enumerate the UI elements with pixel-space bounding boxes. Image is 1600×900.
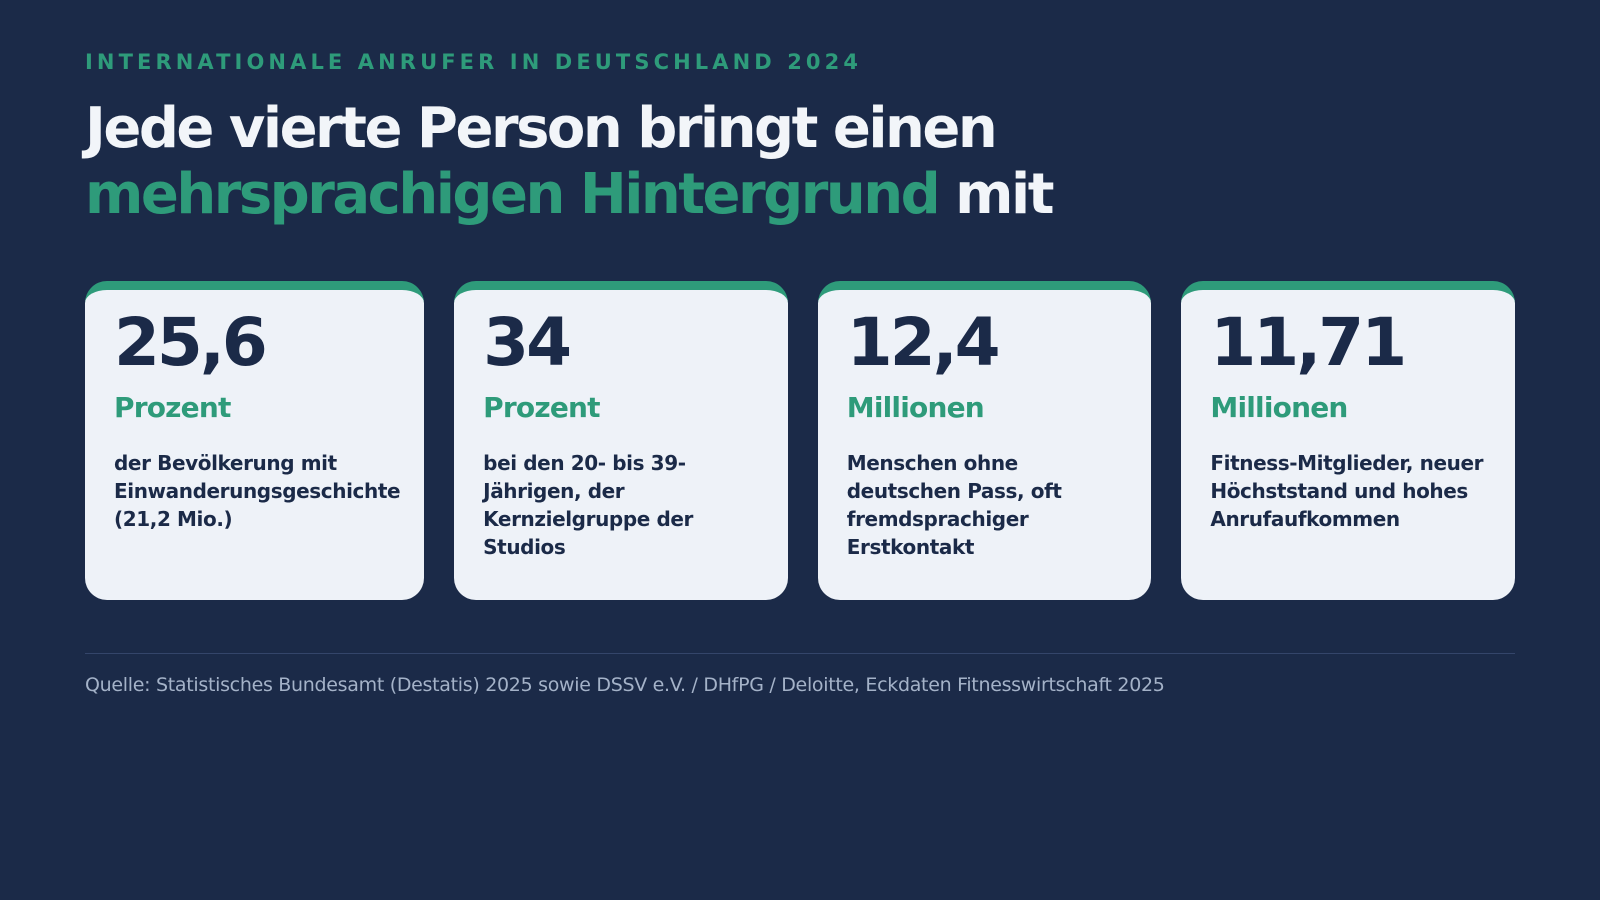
stat-description: Fitness-Mitglieder, neuer Höchststand un… [1210, 451, 1484, 531]
divider [85, 653, 1515, 654]
stat-card-fitness-members: 11,71 Millionen Fitness-Mitglieder, neue… [1181, 281, 1515, 600]
headline-accent: mehrsprachigen Hintergrund [85, 162, 941, 227]
stat-number: 25,6 [114, 304, 268, 381]
eyebrow-label: INTERNATIONALE ANRUFER IN DEUTSCHLAND 20… [85, 50, 863, 74]
stat-unit: Millionen [846, 391, 985, 424]
headline-line-2: mehrsprachigen Hintergrund mit [85, 162, 1525, 228]
stat-cards: 25,6 Prozent der Bevölkerung mit Einwand… [85, 281, 1515, 600]
stat-unit: Millionen [1210, 391, 1348, 424]
headline-line-2-rest: mit [938, 162, 1054, 227]
stat-unit: Prozent [114, 391, 231, 424]
source-note: Quelle: Statistisches Bundesamt (Destati… [85, 674, 1165, 696]
stat-card-population-share: 25,6 Prozent der Bevölkerung mit Einwand… [85, 281, 425, 600]
stat-unit: Prozent [483, 391, 600, 424]
stat-number: 34 [483, 304, 572, 381]
stat-number: 12,4 [846, 304, 1001, 381]
stat-card-no-german-passport: 12,4 Millionen Menschen ohne deutschen P… [817, 281, 1152, 600]
stat-description: Menschen ohne deutschen Pass, oft fremds… [846, 451, 1062, 559]
stat-number: 11,71 [1210, 304, 1407, 381]
stat-description: der Bevölkerung mit Einwanderungsgeschic… [114, 451, 401, 531]
headline-line-1: Jede vierte Person bringt einen [85, 96, 998, 161]
stat-card-age-group-share: 34 Prozent bei den 20- bis 39-Jährigen, … [454, 281, 788, 600]
stat-description: bei den 20- bis 39-Jährigen, der Kernzie… [483, 451, 694, 559]
headline: Jede vierte Person bringt einen mehrspra… [85, 96, 1525, 228]
